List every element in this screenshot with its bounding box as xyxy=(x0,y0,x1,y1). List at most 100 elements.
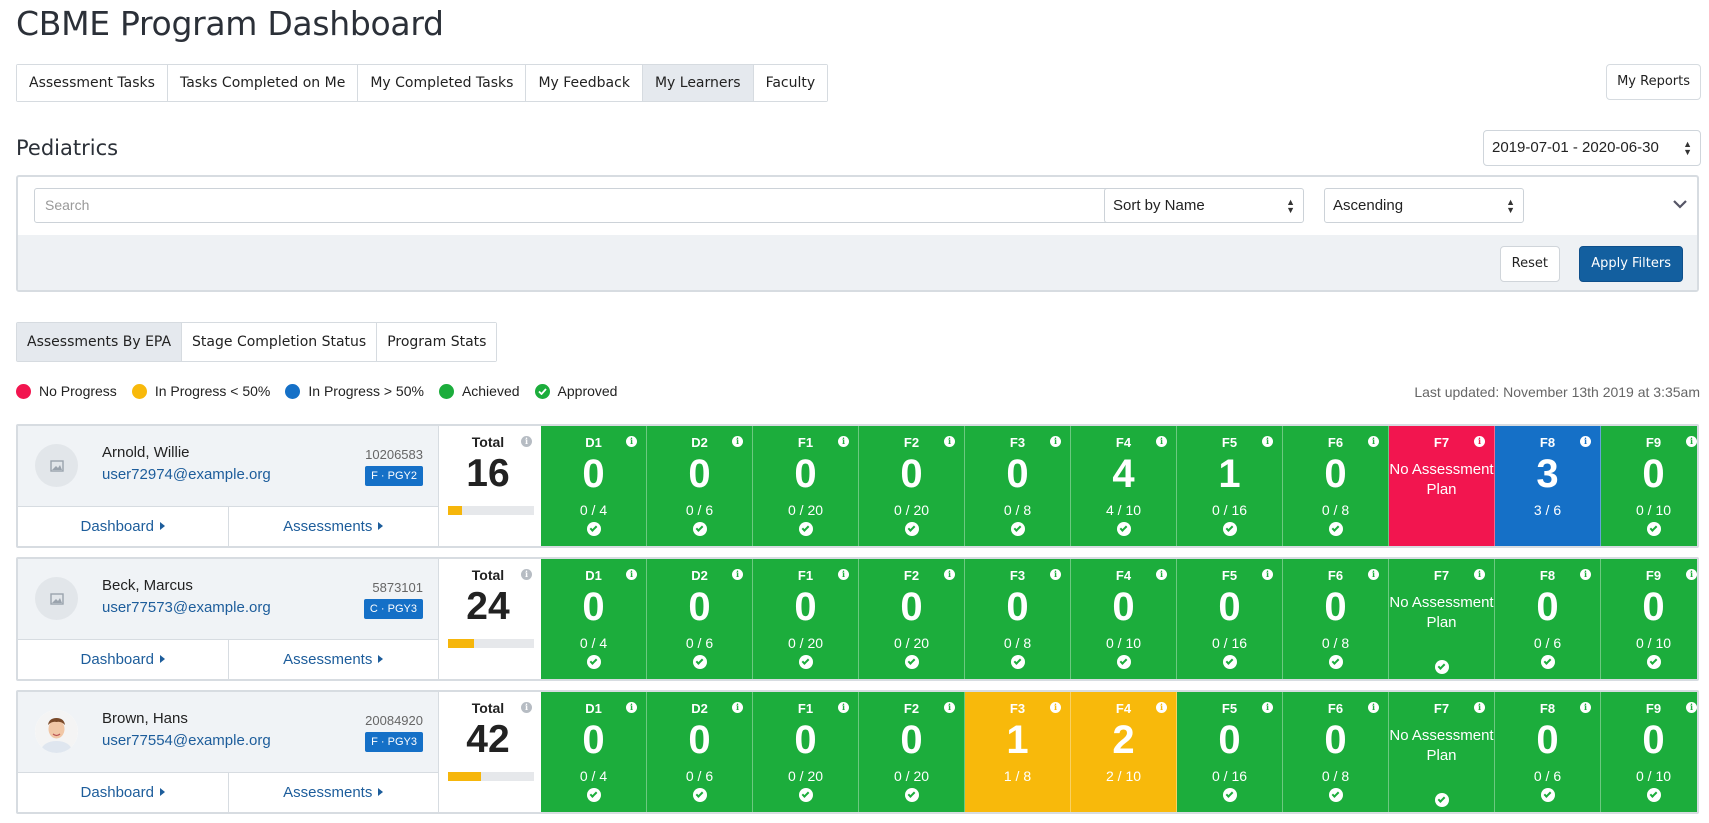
tab-my-learners[interactable]: My Learners xyxy=(642,65,754,101)
epa-cell[interactable]: F4 i 2 2 / 10 xyxy=(1071,692,1177,812)
epa-cell[interactable]: F6 i 0 0 / 8 xyxy=(1283,426,1389,546)
epa-cell[interactable]: F5 i 1 0 / 16 xyxy=(1177,426,1283,546)
info-icon[interactable]: i xyxy=(944,436,955,447)
info-icon[interactable]: i xyxy=(1050,436,1061,447)
info-icon[interactable]: i xyxy=(1156,436,1167,447)
epa-cell[interactable]: F3 i 0 0 / 8 xyxy=(965,559,1071,679)
info-icon[interactable]: i xyxy=(1580,702,1591,713)
info-icon[interactable]: i xyxy=(732,436,743,447)
legend-item: Approved xyxy=(534,383,617,399)
info-icon[interactable]: i xyxy=(626,436,637,447)
epa-cell[interactable]: F2 i 0 0 / 20 xyxy=(859,559,965,679)
epa-cell[interactable]: F3 i 1 1 / 8 xyxy=(965,692,1071,812)
chevron-down-icon[interactable] xyxy=(1673,196,1687,213)
tab-stage-completion-status[interactable]: Stage Completion Status xyxy=(182,323,378,361)
info-icon[interactable]: i xyxy=(1368,569,1379,580)
assessments-link[interactable]: Assessments xyxy=(229,640,439,679)
reset-button[interactable]: Reset xyxy=(1499,246,1560,282)
legend-dot-icon xyxy=(285,383,301,399)
info-icon[interactable]: i xyxy=(521,569,532,580)
dashboard-link[interactable]: Dashboard xyxy=(18,640,229,679)
info-icon[interactable]: i xyxy=(1580,569,1591,580)
epa-cell[interactable]: D1 i 0 0 / 4 xyxy=(541,426,647,546)
info-icon[interactable]: i xyxy=(1474,569,1485,580)
tab-assessment-tasks[interactable]: Assessment Tasks xyxy=(17,65,168,101)
tab-my-feedback[interactable]: My Feedback xyxy=(526,65,643,101)
tab-assessments-by-epa[interactable]: Assessments By EPA xyxy=(17,323,183,361)
info-icon[interactable]: i xyxy=(1474,702,1485,713)
info-icon[interactable]: i xyxy=(626,702,637,713)
epa-cell[interactable]: D2 i 0 0 / 6 xyxy=(647,426,753,546)
epa-cell[interactable]: F4 i 0 0 / 10 xyxy=(1071,559,1177,679)
epa-fraction: 0 / 16 xyxy=(1211,502,1248,518)
dashboard-link[interactable]: Dashboard xyxy=(18,773,229,812)
learner-email[interactable]: user77573@example.org xyxy=(102,599,271,616)
info-icon[interactable]: i xyxy=(838,569,849,580)
info-icon[interactable]: i xyxy=(1686,702,1697,713)
info-icon[interactable]: i xyxy=(1262,569,1273,580)
epa-cell[interactable]: F2 i 0 0 / 20 xyxy=(859,692,965,812)
epa-cell[interactable]: D1 i 0 0 / 4 xyxy=(541,692,647,812)
info-icon[interactable]: i xyxy=(838,436,849,447)
epa-cell[interactable]: F1 i 0 0 / 20 xyxy=(753,692,859,812)
epa-cell[interactable]: F8 i 0 0 / 6 xyxy=(1495,692,1601,812)
learner-email[interactable]: user77554@example.org xyxy=(102,732,271,749)
tab-faculty[interactable]: Faculty xyxy=(753,65,828,101)
my-reports-button[interactable]: My Reports xyxy=(1606,64,1701,100)
epa-cell[interactable]: F8 i 0 0 / 6 xyxy=(1495,559,1601,679)
assessments-link[interactable]: Assessments xyxy=(229,773,439,812)
epa-cell[interactable]: F6 i 0 0 / 8 xyxy=(1283,692,1389,812)
epa-cell[interactable]: F6 i 0 0 / 8 xyxy=(1283,559,1389,679)
epa-cell[interactable]: F5 i 0 0 / 16 xyxy=(1177,559,1283,679)
epa-cell[interactable]: D1 i 0 0 / 4 xyxy=(541,559,647,679)
info-icon[interactable]: i xyxy=(1262,436,1273,447)
info-icon[interactable]: i xyxy=(838,702,849,713)
tab-tasks-completed-on-me[interactable]: Tasks Completed on Me xyxy=(167,65,359,101)
info-icon[interactable]: i xyxy=(1580,436,1591,447)
epa-cell[interactable]: F8 i 3 3 / 6 xyxy=(1495,426,1601,546)
date-range-value: 2019-07-01 - 2020-06-30 xyxy=(1492,139,1659,156)
epa-cell[interactable]: F1 i 0 0 / 20 xyxy=(753,559,859,679)
epa-cell[interactable]: D2 i 0 0 / 6 xyxy=(647,692,753,812)
epa-cell[interactable]: D2 i 0 0 / 6 xyxy=(647,559,753,679)
epa-cell[interactable]: F9 i 0 0 / 10 xyxy=(1601,692,1697,812)
info-icon[interactable]: i xyxy=(1156,569,1167,580)
info-icon[interactable]: i xyxy=(626,569,637,580)
assessments-link[interactable]: Assessments xyxy=(229,507,439,546)
epa-cell[interactable]: F9 i 0 0 / 10 xyxy=(1601,559,1697,679)
info-icon[interactable]: i xyxy=(521,702,532,713)
epa-cell[interactable]: F4 i 4 4 / 10 xyxy=(1071,426,1177,546)
info-icon[interactable]: i xyxy=(1262,702,1273,713)
info-icon[interactable]: i xyxy=(1474,436,1485,447)
tab-my-completed-tasks[interactable]: My Completed Tasks xyxy=(358,65,527,101)
info-icon[interactable]: i xyxy=(1368,702,1379,713)
epa-cell[interactable]: F9 i 0 0 / 10 xyxy=(1601,426,1697,546)
epa-cell[interactable]: F2 i 0 0 / 20 xyxy=(859,426,965,546)
learner-email[interactable]: user72974@example.org xyxy=(102,466,271,483)
dashboard-link[interactable]: Dashboard xyxy=(18,507,229,546)
epa-cell[interactable]: F7 i No Assessment Plan xyxy=(1389,559,1495,679)
info-icon[interactable]: i xyxy=(1050,702,1061,713)
info-icon[interactable]: i xyxy=(1686,569,1697,580)
epa-cell[interactable]: F7 i No Assessment Plan xyxy=(1389,692,1495,812)
info-icon[interactable]: i xyxy=(1368,436,1379,447)
sort-order-select[interactable]: Ascending ▲ ▼ xyxy=(1324,188,1524,223)
epa-cell[interactable]: F3 i 0 0 / 8 xyxy=(965,426,1071,546)
epa-cell[interactable]: F7 i No Assessment Plan xyxy=(1389,426,1495,546)
epa-cell[interactable]: F5 i 0 0 / 16 xyxy=(1177,692,1283,812)
apply-filters-button[interactable]: Apply Filters xyxy=(1579,246,1683,282)
info-icon[interactable]: i xyxy=(732,702,743,713)
epa-cell[interactable]: F1 i 0 0 / 20 xyxy=(753,426,859,546)
info-icon[interactable]: i xyxy=(1050,569,1061,580)
info-icon[interactable]: i xyxy=(1156,702,1167,713)
sort-by-value: Sort by Name xyxy=(1113,197,1205,214)
info-icon[interactable]: i xyxy=(944,569,955,580)
info-icon[interactable]: i xyxy=(521,436,532,447)
info-icon[interactable]: i xyxy=(1686,436,1697,447)
info-icon[interactable]: i xyxy=(944,702,955,713)
tab-program-stats[interactable]: Program Stats xyxy=(377,323,497,361)
sort-by-select[interactable]: Sort by Name ▲ ▼ xyxy=(1104,188,1304,223)
search-input[interactable]: Search xyxy=(34,188,1179,223)
date-range-select[interactable]: 2019-07-01 - 2020-06-30 ▲ ▼ xyxy=(1483,130,1701,166)
info-icon[interactable]: i xyxy=(732,569,743,580)
